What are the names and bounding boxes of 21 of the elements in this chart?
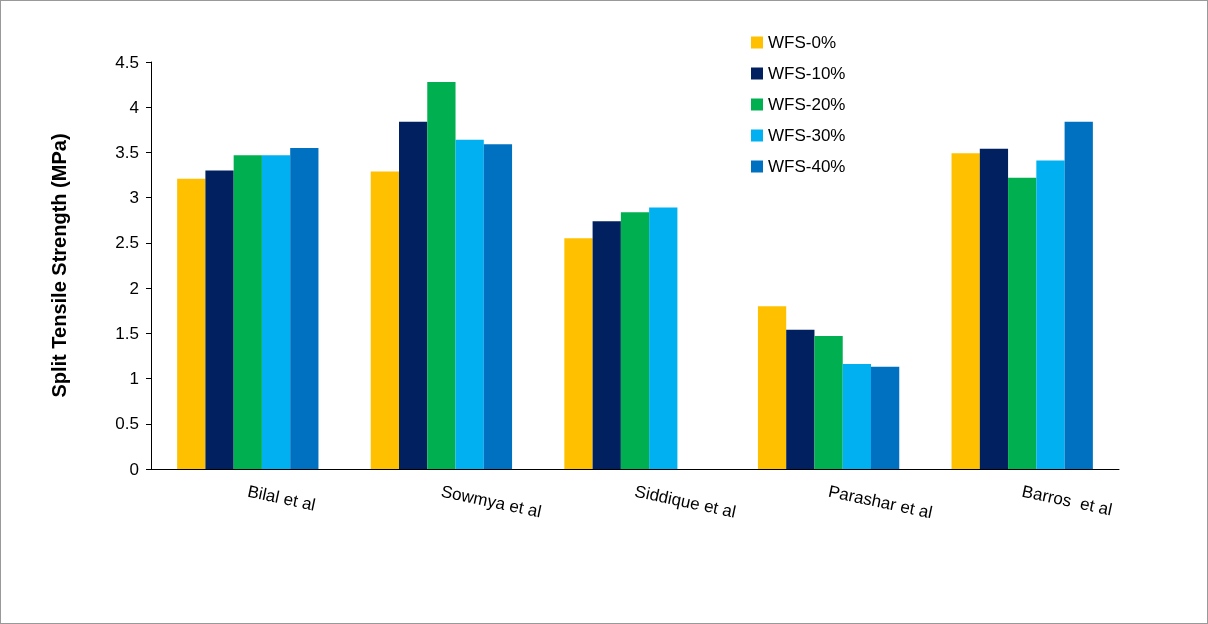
x-tick-label: Siddique et al [633,481,738,522]
y-tick-label: 0 [129,459,139,479]
legend-label: WFS-20% [768,95,846,114]
y-tick-label: 0.5 [115,414,139,434]
y-tick-label: 4 [129,97,139,117]
x-tick-label: Parashar et al [826,481,935,523]
y-tick-label: 2.5 [115,233,139,253]
legend-label: WFS-30% [768,126,846,145]
legend-label: WFS-0% [768,33,836,52]
x-tick-label: Sowmya et al [439,481,544,522]
x-tick-label: Barros et al [1020,481,1114,520]
legend-label: WFS-10% [768,64,846,83]
y-tick-label: 2 [129,278,139,298]
y-tick-label: 1.5 [115,323,139,343]
legend-label: WFS-40% [768,157,846,176]
y-tick-label: 3 [129,188,139,208]
x-tick-label: Bilal et al [245,481,318,515]
y-axis-title: Split Tensile Strength (MPa) [48,133,70,398]
y-tick-label: 4.5 [115,52,139,72]
y-tick-label: 3.5 [115,142,139,162]
y-tick-label: 1 [129,369,139,389]
